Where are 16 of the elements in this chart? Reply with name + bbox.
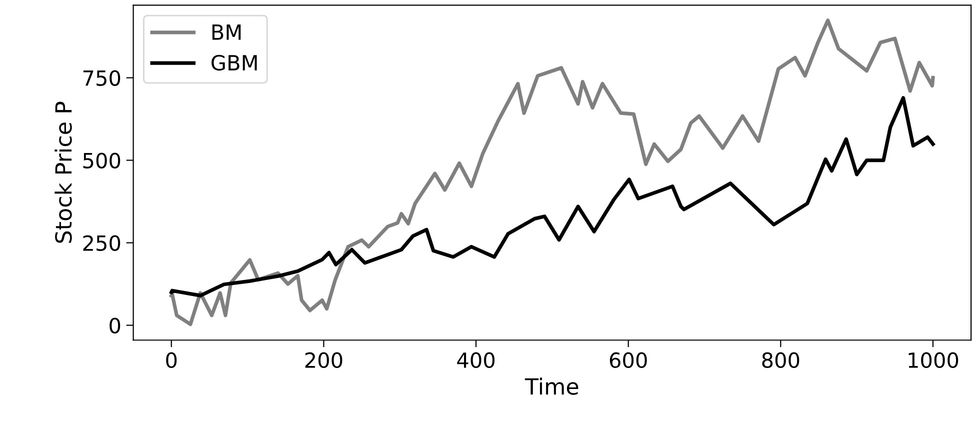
x-tick-label: 600 — [610, 352, 647, 368]
y-tick-label: 750 — [83, 70, 120, 86]
line-series — [170, 18, 935, 326]
legend-label: GBM — [212, 54, 257, 71]
x-tick-label: 1000 — [908, 352, 958, 368]
y-tick-label: 500 — [83, 152, 120, 168]
x-axis-title: Time — [524, 378, 578, 395]
y-tick-label: 250 — [83, 235, 120, 251]
y-tick-label: 0 — [110, 318, 120, 334]
x-tick-label: 200 — [305, 352, 342, 368]
x-tick-label: 400 — [457, 352, 495, 368]
x-tick-label: 800 — [762, 352, 800, 368]
x-tick-label: 0 — [166, 352, 177, 368]
line-series — [170, 96, 935, 298]
y-axis-title: Stock Price P — [54, 102, 72, 243]
legend-label: BM — [212, 24, 241, 40]
